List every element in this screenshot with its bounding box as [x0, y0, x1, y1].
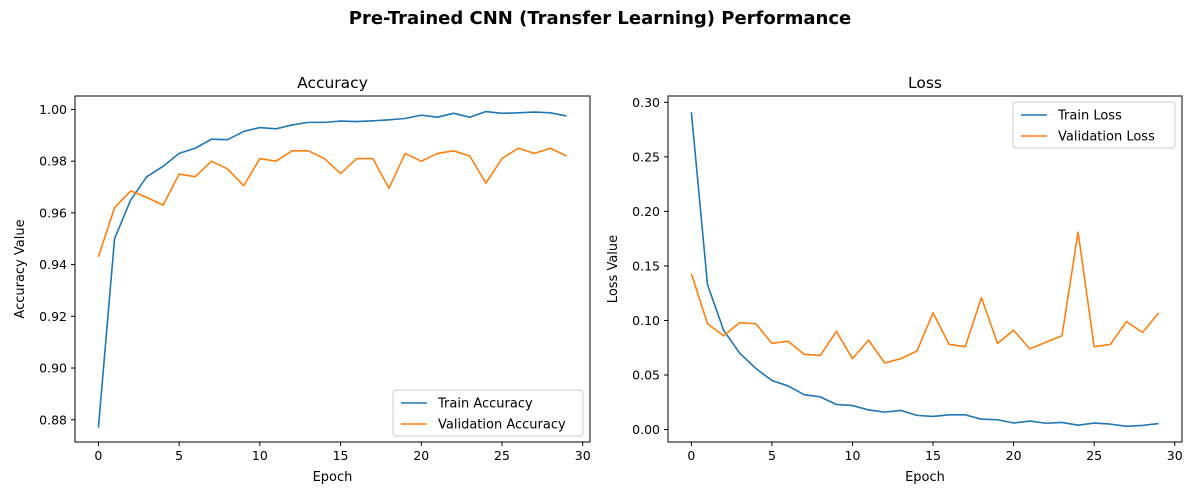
loss-y-tick-label: 0.15	[632, 258, 660, 273]
accuracy-y-tick-label: 0.90	[39, 361, 67, 376]
loss-x-tick-label: 0	[687, 448, 695, 463]
accuracy-y-tick-label: 0.92	[39, 309, 67, 324]
loss-legend: Train Loss Validation Loss	[1012, 101, 1176, 149]
accuracy-plot-frame	[74, 95, 591, 443]
accuracy-legend-frame	[392, 389, 584, 437]
accuracy-legend-label: Validation Accuracy	[438, 418, 566, 433]
accuracy-x-tick-label: 5	[175, 448, 183, 463]
loss-chart-title: Loss	[908, 74, 942, 92]
loss-y-tick-label: 0.25	[632, 149, 660, 164]
loss-y-tick-label: 0.30	[632, 95, 660, 110]
loss-x-tick-label: 5	[768, 448, 776, 463]
accuracy-x-tick-label: 30	[575, 448, 591, 463]
loss-x-tick-label: 25	[1086, 448, 1102, 463]
loss-legend-frame	[1012, 101, 1176, 149]
accuracy-y-tick-label: 1.00	[39, 102, 67, 117]
accuracy-series-line-train-accuracy	[97, 110, 567, 428]
loss-x-tick-label: 10	[845, 448, 861, 463]
accuracy-series-line-validation-accuracy	[97, 147, 567, 258]
accuracy-x-tick-label: 0	[94, 448, 102, 463]
loss-y-tick-label: 0.05	[632, 368, 660, 383]
loss-y-tick-label: 0.10	[632, 313, 660, 328]
loss-y-tick-label: 0.00	[632, 422, 660, 437]
accuracy-y-tick-label: 0.88	[39, 412, 67, 427]
accuracy-y-tick-label: 0.98	[39, 154, 67, 169]
accuracy-x-tick-label: 25	[494, 448, 510, 463]
figure-title: Pre-Trained CNN (Transfer Learning) Perf…	[349, 8, 851, 29]
accuracy-chart: Accuracy 0 5 10 15 20 25 30 0.88 0.90 0.92 0.94 0.96…	[13, 74, 591, 485]
loss-series-line-train-loss	[690, 112, 1159, 428]
loss-x-axis-label: Epoch	[905, 470, 945, 485]
loss-y-axis-label: Loss Value	[606, 235, 621, 303]
loss-plot-frame	[667, 95, 1183, 443]
loss-x-tick-label: 15	[925, 448, 941, 463]
accuracy-chart-title: Accuracy	[297, 74, 368, 92]
accuracy-x-tick-label: 10	[252, 448, 268, 463]
loss-x-tick-label: 20	[1006, 448, 1022, 463]
loss-legend-label: Train Loss	[1057, 109, 1122, 124]
loss-chart: Loss 0 5 10 15 20 25 30 0.00 0.05 0.10 0.15 0.20 0.25…	[606, 74, 1183, 485]
accuracy-x-tick-label: 15	[333, 448, 349, 463]
accuracy-x-tick-label: 20	[413, 448, 429, 463]
accuracy-y-axis-label: Accuracy Value	[13, 219, 28, 318]
loss-x-tick-label: 30	[1167, 448, 1183, 463]
accuracy-x-axis-label: Epoch	[313, 470, 353, 485]
accuracy-y-tick-label: 0.94	[39, 257, 67, 272]
loss-y-tick-label: 0.20	[632, 204, 660, 219]
loss-series-line-validation-loss	[690, 231, 1160, 364]
accuracy-legend: Train Accuracy Validation Accuracy	[392, 389, 584, 437]
accuracy-y-tick-label: 0.96	[39, 205, 67, 220]
loss-legend-label: Validation Loss	[1058, 130, 1155, 145]
accuracy-legend-label: Train Accuracy	[437, 397, 533, 412]
